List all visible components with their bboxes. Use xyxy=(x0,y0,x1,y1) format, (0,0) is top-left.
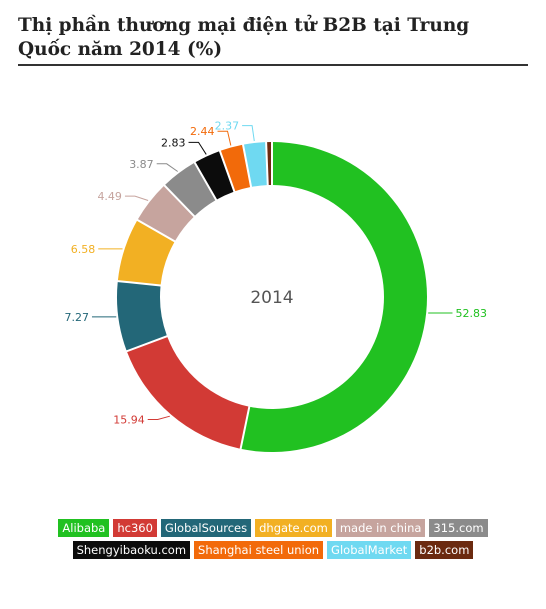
slice-315-com xyxy=(165,163,216,216)
center-label: 2014 xyxy=(250,288,293,308)
slice-shengyibaoku-com xyxy=(195,151,234,200)
leader-line-made-in-china xyxy=(124,195,149,201)
chart-header: Thị phần thương mại điện tử B2B tại Trun… xyxy=(18,14,528,66)
leader-line-shengyibaoku-com xyxy=(188,141,207,155)
legend-item-315-com[interactable]: 315.com xyxy=(429,519,488,537)
data-label-shanghai-steel-union: 2.44 xyxy=(190,125,215,138)
slice-dhgate-com xyxy=(117,220,175,285)
leader-line-315-com xyxy=(156,163,178,172)
slice-shanghai-steel-union xyxy=(220,144,251,192)
slice-b2b-com xyxy=(267,142,271,186)
leader-line-hc360 xyxy=(147,415,170,421)
legend-item-shanghai-steel-union[interactable]: Shanghai steel union xyxy=(194,541,324,559)
legend-item-hc360[interactable]: hc360 xyxy=(113,519,157,537)
slice-globalmarket xyxy=(244,142,267,187)
slice-made-in-china xyxy=(137,186,194,241)
slice-alibaba xyxy=(241,142,428,452)
legend-item-globalsources[interactable]: GlobalSources xyxy=(160,519,252,537)
slice-globalsources xyxy=(117,282,167,351)
data-label-alibaba: 52.83 xyxy=(455,307,487,320)
chart-legend: Alibaba hc360 GlobalSources dhgate.com made … xyxy=(40,519,506,559)
leader-line-globalmarket xyxy=(242,125,255,142)
leader-line-shanghai-steel-union xyxy=(217,130,232,146)
legend-item-b2b-com[interactable]: b2b.com xyxy=(415,541,474,559)
data-label-hc360: 15.94 xyxy=(113,414,145,427)
data-label-globalsources: 7.27 xyxy=(64,311,89,324)
legend-item-shengyibaoku-com[interactable]: Shengyibaoku.com xyxy=(72,541,191,559)
legend-item-dhgate-com[interactable]: dhgate.com xyxy=(255,519,332,537)
data-label-shengyibaoku-com: 2.83 xyxy=(161,136,186,149)
legend-item-alibaba[interactable]: Alibaba xyxy=(58,519,110,537)
data-label-made-in-china: 4.49 xyxy=(97,190,122,203)
data-label-315-com: 3.87 xyxy=(129,158,154,171)
legend-item-made-in-china[interactable]: made in china xyxy=(335,519,426,537)
slice-hc360 xyxy=(127,337,249,449)
chart-title: Thị phần thương mại điện tử B2B tại Trun… xyxy=(18,15,470,60)
legend-item-globalmarket[interactable]: GlobalMarket xyxy=(327,541,412,559)
data-label-globalmarket: 2.37 xyxy=(215,120,240,133)
data-label-dhgate-com: 6.58 xyxy=(71,243,96,256)
